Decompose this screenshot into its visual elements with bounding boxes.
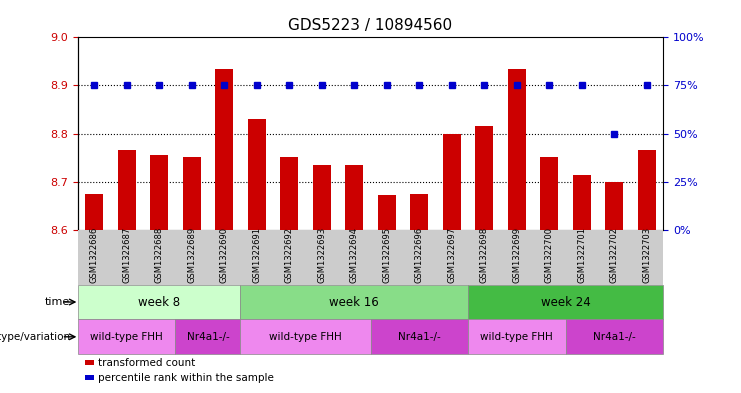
Text: GSM1322700: GSM1322700 (545, 227, 554, 283)
Bar (85, 194, 103, 230)
Text: Nr4a1-/-: Nr4a1-/- (593, 332, 636, 342)
Bar (345, 165, 363, 230)
Bar (476, 127, 494, 230)
Text: GSM1322703: GSM1322703 (642, 227, 651, 283)
Text: GSM1322691: GSM1322691 (252, 227, 261, 283)
Bar (215, 69, 233, 230)
Text: GDS5223 / 10894560: GDS5223 / 10894560 (288, 18, 453, 33)
Text: transformed count: transformed count (98, 358, 195, 368)
Bar (118, 151, 136, 230)
Text: Nr4a1-/-: Nr4a1-/- (187, 332, 229, 342)
Bar (313, 165, 330, 230)
Text: time: time (45, 297, 70, 307)
Text: percentile rank within the sample: percentile rank within the sample (98, 373, 273, 383)
Text: wild-type FHH: wild-type FHH (269, 332, 342, 342)
Bar (183, 157, 201, 230)
Text: GSM1322696: GSM1322696 (415, 227, 424, 283)
Bar (411, 194, 428, 230)
Text: GSM1322693: GSM1322693 (317, 227, 326, 283)
Bar (247, 119, 265, 230)
Text: week 8: week 8 (138, 296, 180, 309)
Bar (378, 195, 396, 230)
Bar (443, 134, 461, 230)
Bar (638, 151, 656, 230)
Text: GSM1322689: GSM1322689 (187, 227, 196, 283)
Text: GSM1322701: GSM1322701 (577, 227, 586, 283)
Text: GSM1322702: GSM1322702 (610, 227, 619, 283)
Text: GSM1322698: GSM1322698 (480, 227, 489, 283)
Text: GSM1322687: GSM1322687 (122, 227, 131, 283)
Text: GSM1322694: GSM1322694 (350, 227, 359, 283)
Bar (540, 157, 558, 230)
Bar (605, 182, 623, 230)
Text: GSM1322692: GSM1322692 (285, 227, 293, 283)
Text: week 24: week 24 (541, 296, 591, 309)
Bar (280, 157, 298, 230)
Bar (508, 69, 526, 230)
Text: GSM1322686: GSM1322686 (90, 227, 99, 283)
Bar (573, 174, 591, 230)
Text: wild-type FHH: wild-type FHH (90, 332, 163, 342)
Text: week 16: week 16 (329, 296, 379, 309)
Text: Nr4a1-/-: Nr4a1-/- (398, 332, 441, 342)
Text: GSM1322695: GSM1322695 (382, 227, 391, 283)
Text: GSM1322690: GSM1322690 (219, 227, 229, 283)
Text: wild-type FHH: wild-type FHH (480, 332, 554, 342)
Text: GSM1322688: GSM1322688 (155, 227, 164, 283)
Text: GSM1322699: GSM1322699 (512, 227, 522, 283)
Bar (150, 155, 168, 230)
Text: genotype/variation: genotype/variation (0, 332, 70, 342)
Text: GSM1322697: GSM1322697 (448, 227, 456, 283)
